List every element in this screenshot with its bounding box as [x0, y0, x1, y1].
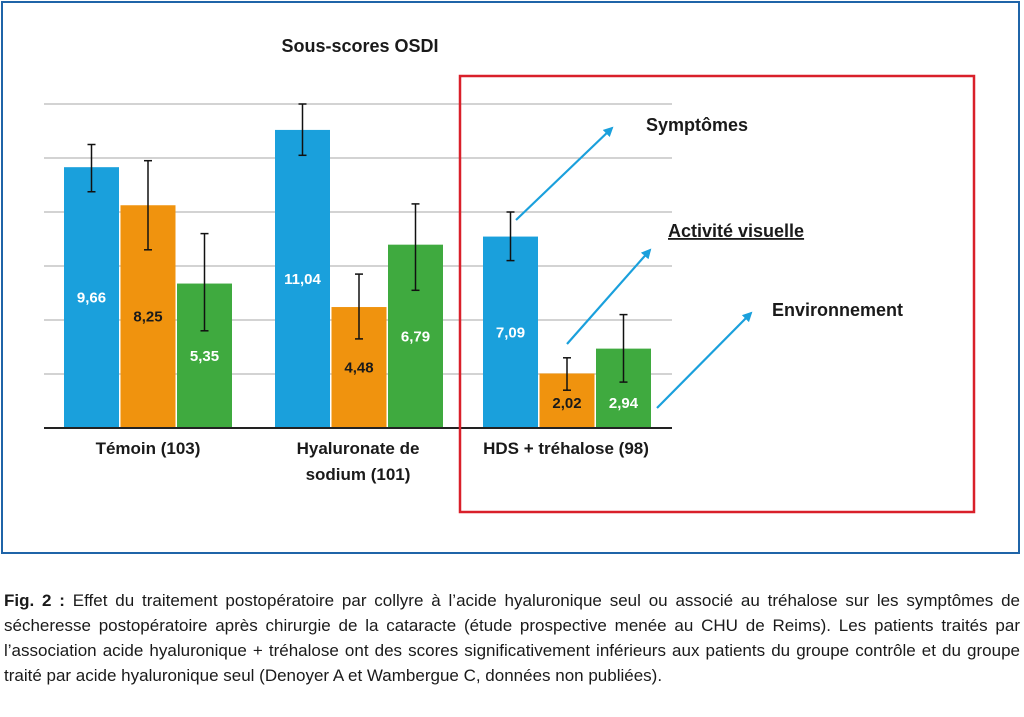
bar-value-label: 2,94	[609, 395, 639, 412]
category-labels: Témoin (103) Hyaluronate de sodium (101) HD…	[96, 439, 649, 484]
category-label: Hyaluronate de	[297, 439, 420, 458]
highlight-box	[458, 74, 976, 514]
caption-text: Effet du traitement postopératoire par c…	[4, 591, 1021, 685]
bar-1-group-1	[64, 167, 119, 428]
bar-value-label: 5,35	[190, 348, 219, 365]
legend: Symptômes Activité visuelle Environnement	[515, 115, 903, 409]
legend-arrow	[656, 311, 753, 409]
figure-frame	[1, 1, 1020, 554]
bar-value-label: 9,66	[77, 290, 106, 307]
legend-arrow	[566, 248, 652, 345]
chart-title: Sous-scores OSDI	[281, 36, 438, 56]
category-label: Témoin (103)	[96, 439, 201, 458]
category-label: HDS + tréhalose (98)	[483, 439, 649, 458]
bar-1-group-2	[275, 129, 330, 429]
osdi-bar-chart: 9,66 11,04 7,09 8,25 4,48 2,02 5,35 6,79 2,94 Té…	[44, 36, 976, 514]
error-bars	[87, 103, 628, 391]
bar-value-labels: 9,66 11,04 7,09 8,25 4,48 2,02 5,35 6,79 2,94	[77, 271, 639, 412]
legend-label: Environnement	[772, 300, 903, 320]
bar-1-group-3	[483, 236, 538, 428]
caption-label: Fig. 2 :	[4, 591, 65, 610]
bar-value-label: 4,48	[344, 360, 373, 377]
legend-arrow	[515, 126, 614, 221]
legend-label: Symptômes	[646, 115, 748, 135]
bar-value-label: 11,04	[284, 271, 321, 288]
bar-value-label: 2,02	[552, 395, 581, 412]
bar-value-label: 8,25	[133, 309, 162, 326]
legend-label: Activité visuelle	[668, 221, 804, 241]
category-label: sodium (101)	[306, 465, 411, 484]
bar-value-label: 7,09	[496, 324, 525, 341]
bar-value-label: 6,79	[401, 328, 430, 345]
figure-caption: Fig. 2 : Effet du traitement postopérato…	[4, 588, 1020, 688]
